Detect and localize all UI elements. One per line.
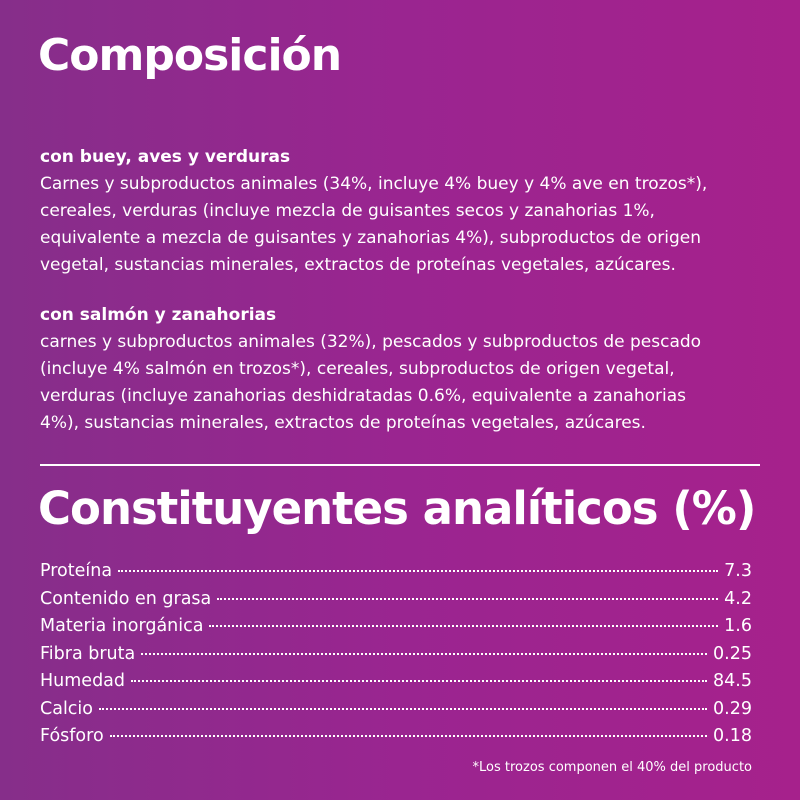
text-line: 4%), sustancias minerales, extractos de … (40, 413, 646, 433)
table-row: Materia inorgánica 1.6 (40, 616, 752, 644)
footnote: *Los trozos componen el 40% del producto (472, 760, 752, 775)
row-label: Proteína (40, 561, 113, 581)
text-line: (incluye 4% salmón en trozos*), cereales… (40, 359, 675, 379)
composition-title: Composición (38, 30, 342, 81)
text-line: carnes y subproductos animales (32%), pe… (40, 332, 702, 352)
text-line: equivalente a mezcla de guisantes y zana… (40, 228, 701, 248)
dot-leader (109, 735, 708, 737)
text-line: Carnes y subproductos animales (34%, inc… (40, 174, 708, 194)
row-value: 0.18 (713, 726, 752, 746)
dot-leader (99, 707, 708, 710)
row-label: Calcio (40, 698, 93, 719)
text-line: vegetal, sustancias minerales, extractos… (40, 255, 676, 275)
table-row: Humedad 84.5 (40, 671, 752, 699)
dot-leader (141, 652, 708, 655)
analysis-title: Constituyentes analíticos (%) (38, 482, 756, 535)
row-value: 84.5 (713, 671, 752, 691)
row-value: 1.6 (724, 616, 752, 636)
section-heading: con buey, aves y verduras (40, 147, 291, 167)
dot-leader (217, 597, 719, 600)
table-row: Calcio 0.29 (40, 699, 752, 727)
row-label: Fibra bruta (40, 643, 136, 664)
dot-leader (209, 625, 719, 627)
table-row: Proteína 7.3 (40, 561, 752, 589)
row-value: 0.29 (713, 698, 752, 719)
text-line: verduras (incluye zanahorias deshidratad… (40, 386, 687, 406)
dot-leader (131, 680, 708, 682)
section-heading: con salmón y zanahorias (40, 305, 277, 325)
row-value: 4.2 (724, 588, 752, 609)
row-value: 0.25 (713, 643, 752, 664)
table-row: Contenido en grasa 4.2 (40, 589, 752, 617)
dot-leader (118, 570, 719, 572)
row-value: 7.3 (724, 561, 752, 581)
section: con buey, aves y verduras Carnes y subpro… (40, 144, 707, 279)
divider (40, 464, 760, 466)
row-label: Humedad (40, 671, 126, 691)
row-label: Contenido en grasa (40, 588, 212, 609)
row-label: Materia inorgánica (40, 616, 204, 636)
text-line: cereales, verduras (incluye mezcla de gu… (40, 201, 655, 221)
analysis-table: Proteína 7.3 Contenido en grasa 4.2 Materia … (40, 561, 752, 754)
row-label: Fósforo (40, 726, 104, 746)
table-row: Fósforo 0.18 (40, 726, 752, 754)
section: con salmón y zanahorias carnes y subprodu… (40, 302, 701, 437)
table-row: Fibra bruta 0.25 (40, 644, 752, 672)
